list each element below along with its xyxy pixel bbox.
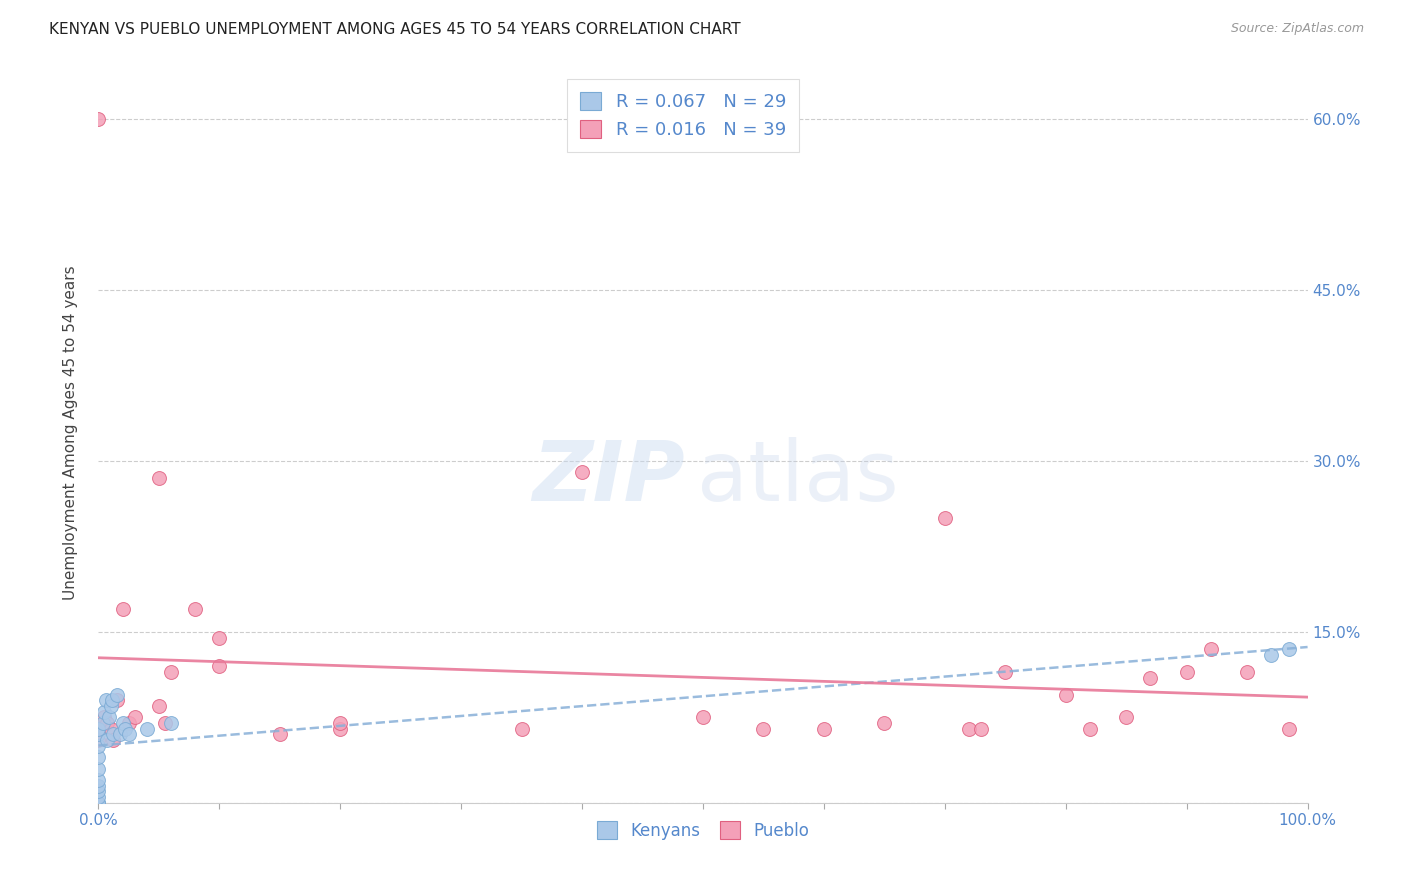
Point xyxy=(208,631,231,645)
Point xyxy=(87,750,110,764)
Point xyxy=(994,665,1017,679)
Point xyxy=(1175,665,1198,679)
Point xyxy=(87,772,110,787)
Text: ZIP: ZIP xyxy=(533,436,685,517)
Point xyxy=(111,716,134,731)
Point xyxy=(87,727,110,741)
Point xyxy=(329,722,352,736)
Point xyxy=(1278,642,1301,657)
Point xyxy=(1260,648,1282,662)
Point xyxy=(105,688,128,702)
Point xyxy=(105,693,128,707)
Point xyxy=(98,710,121,724)
Y-axis label: Unemployment Among Ages 45 to 54 years: Unemployment Among Ages 45 to 54 years xyxy=(63,265,77,600)
Point xyxy=(93,710,115,724)
Point xyxy=(813,722,835,736)
Point xyxy=(101,727,124,741)
Point xyxy=(87,733,110,747)
Point xyxy=(873,716,896,731)
Point xyxy=(108,727,131,741)
Point xyxy=(87,796,110,810)
Point xyxy=(87,784,110,798)
Point xyxy=(114,722,136,736)
Legend: Kenyans, Pueblo: Kenyans, Pueblo xyxy=(591,814,815,847)
Point xyxy=(87,722,110,736)
Point xyxy=(87,779,110,793)
Point xyxy=(160,716,183,731)
Point xyxy=(269,727,291,741)
Point xyxy=(96,733,118,747)
Point xyxy=(184,602,207,616)
Point xyxy=(970,722,993,736)
Point xyxy=(100,693,122,707)
Point xyxy=(1278,722,1301,736)
Point xyxy=(1078,722,1101,736)
Point xyxy=(160,665,183,679)
Point xyxy=(87,722,110,736)
Point xyxy=(87,739,110,753)
Point xyxy=(571,466,593,480)
Point xyxy=(91,716,114,731)
Point xyxy=(124,710,146,724)
Point xyxy=(111,602,134,616)
Text: KENYAN VS PUEBLO UNEMPLOYMENT AMONG AGES 45 TO 54 YEARS CORRELATION CHART: KENYAN VS PUEBLO UNEMPLOYMENT AMONG AGES… xyxy=(49,22,741,37)
Point xyxy=(87,112,110,127)
Point xyxy=(148,698,170,713)
Text: Source: ZipAtlas.com: Source: ZipAtlas.com xyxy=(1230,22,1364,36)
Point xyxy=(135,722,157,736)
Point xyxy=(1199,642,1222,657)
Point xyxy=(153,716,176,731)
Point xyxy=(1054,688,1077,702)
Point xyxy=(94,693,117,707)
Point xyxy=(957,722,980,736)
Point xyxy=(148,471,170,485)
Point xyxy=(510,722,533,736)
Point xyxy=(87,796,110,810)
Point xyxy=(87,762,110,776)
Point xyxy=(100,698,122,713)
Point xyxy=(87,790,110,805)
Point xyxy=(96,716,118,731)
Point xyxy=(752,722,775,736)
Point xyxy=(1115,710,1137,724)
Point xyxy=(934,511,956,525)
Point xyxy=(1139,671,1161,685)
Point xyxy=(208,659,231,673)
Point xyxy=(118,716,141,731)
Point xyxy=(100,722,122,736)
Point xyxy=(692,710,714,724)
Point xyxy=(93,705,115,719)
Point xyxy=(87,796,110,810)
Text: atlas: atlas xyxy=(697,436,898,517)
Point xyxy=(101,733,124,747)
Point xyxy=(329,716,352,731)
Point xyxy=(118,727,141,741)
Point xyxy=(1236,665,1258,679)
